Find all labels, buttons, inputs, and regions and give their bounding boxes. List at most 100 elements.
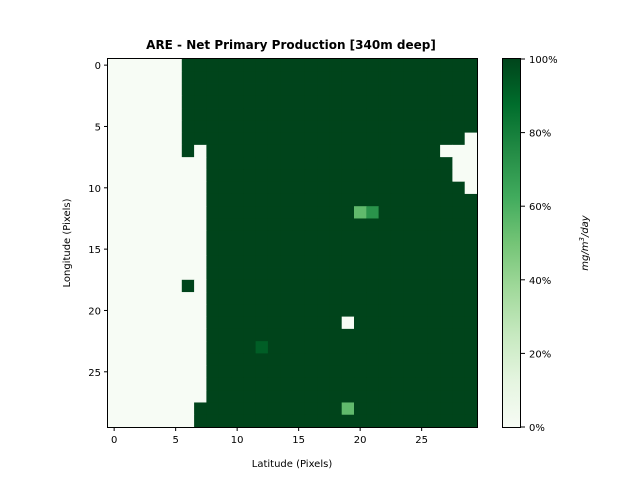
heatmap-cell	[403, 108, 416, 121]
heatmap-cell	[366, 292, 379, 305]
heatmap-cell	[304, 83, 318, 97]
heatmap-cell	[440, 108, 453, 121]
heatmap-cell	[132, 414, 146, 428]
heatmap-cell	[390, 59, 404, 72]
heatmap-cell	[329, 59, 343, 72]
heatmap-cell	[304, 95, 318, 109]
heatmap-cell	[157, 255, 170, 268]
heatmap-cell	[157, 95, 170, 109]
heatmap-cell	[440, 390, 453, 403]
heatmap-cell	[452, 206, 466, 219]
heatmap-cell	[329, 255, 343, 268]
heatmap-cell	[157, 157, 170, 170]
heatmap-cell	[108, 304, 121, 317]
heatmap-cell	[329, 230, 343, 244]
heatmap-cell	[390, 144, 404, 158]
heatmap-cell	[243, 316, 256, 330]
heatmap-cell	[181, 218, 195, 232]
heatmap-cell	[317, 218, 330, 232]
heatmap-cell	[144, 108, 158, 121]
heatmap-cell	[341, 59, 355, 72]
heatmap-cell	[157, 292, 170, 305]
heatmap-cell	[341, 206, 355, 219]
heatmap-cell	[341, 181, 355, 195]
heatmap-cell	[415, 144, 429, 158]
heatmap-cell	[329, 206, 343, 219]
heatmap-cell	[427, 218, 441, 232]
heatmap-cell	[464, 365, 478, 379]
heatmap-cell	[231, 230, 244, 244]
heatmap-cell	[366, 193, 379, 207]
heatmap-cell	[292, 59, 306, 72]
heatmap-cell	[341, 193, 355, 207]
heatmap-cell	[427, 71, 441, 84]
heatmap-cell	[292, 71, 306, 84]
heatmap-cell	[206, 414, 220, 428]
heatmap-cell	[144, 230, 158, 244]
heatmap-cell	[378, 169, 392, 183]
heatmap-cell	[243, 193, 256, 207]
heatmap-cell	[144, 95, 158, 109]
heatmap-cell	[108, 328, 121, 342]
heatmap-cell	[144, 402, 158, 416]
heatmap-cell	[144, 292, 158, 305]
heatmap-cell	[304, 132, 318, 146]
heatmap-cell	[304, 292, 318, 305]
heatmap-cell	[157, 279, 170, 293]
heatmap-cell	[231, 181, 244, 195]
heatmap-cell	[231, 132, 244, 146]
heatmap-cell	[292, 292, 306, 305]
heatmap-cell	[120, 108, 133, 121]
heatmap-cell	[452, 95, 466, 109]
heatmap-cell	[341, 108, 355, 121]
heatmap-cell	[157, 316, 170, 330]
heatmap-cell	[390, 414, 404, 428]
heatmap-cell	[169, 120, 183, 133]
heatmap-cell	[108, 243, 121, 256]
heatmap-cell	[267, 218, 281, 232]
heatmap-cell	[194, 304, 207, 317]
heatmap-cell	[464, 328, 478, 342]
heatmap-cell	[255, 414, 269, 428]
heatmap-cell	[440, 304, 453, 317]
heatmap-cell	[181, 181, 195, 195]
heatmap-cell	[341, 132, 355, 146]
heatmap-cell	[329, 132, 343, 146]
heatmap-cell	[354, 402, 367, 416]
heatmap-cell	[194, 144, 207, 158]
heatmap-cell	[280, 390, 293, 403]
heatmap-cell	[427, 132, 441, 146]
heatmap-cell	[243, 132, 256, 146]
heatmap-cell	[366, 218, 379, 232]
heatmap-cell	[440, 341, 453, 354]
heatmap-cell	[354, 316, 367, 330]
heatmap-cell	[243, 120, 256, 133]
heatmap-cell	[169, 316, 183, 330]
heatmap-cell	[144, 316, 158, 330]
heatmap-cell	[452, 255, 466, 268]
heatmap-cell	[218, 365, 232, 379]
heatmap-cell	[243, 328, 256, 342]
heatmap-cell	[243, 218, 256, 232]
heatmap-cell	[255, 377, 269, 391]
heatmap-cell	[354, 206, 367, 219]
heatmap-cell	[120, 206, 133, 219]
heatmap-cell	[427, 390, 441, 403]
heatmap-cell	[280, 218, 293, 232]
heatmap-cell	[267, 341, 281, 354]
heatmap-cell	[108, 95, 121, 109]
heatmap-cell	[206, 279, 220, 293]
heatmap-cell	[194, 341, 207, 354]
heatmap-cell	[120, 279, 133, 293]
heatmap-cell	[464, 390, 478, 403]
heatmap-cell	[144, 206, 158, 219]
heatmap-cell	[108, 120, 121, 133]
heatmap-cell	[120, 83, 133, 97]
heatmap-cell	[108, 316, 121, 330]
heatmap-cell	[120, 132, 133, 146]
heatmap-cell	[354, 83, 367, 97]
heatmap-cell	[243, 377, 256, 391]
heatmap-cell	[157, 267, 170, 281]
heatmap-cell	[255, 157, 269, 170]
